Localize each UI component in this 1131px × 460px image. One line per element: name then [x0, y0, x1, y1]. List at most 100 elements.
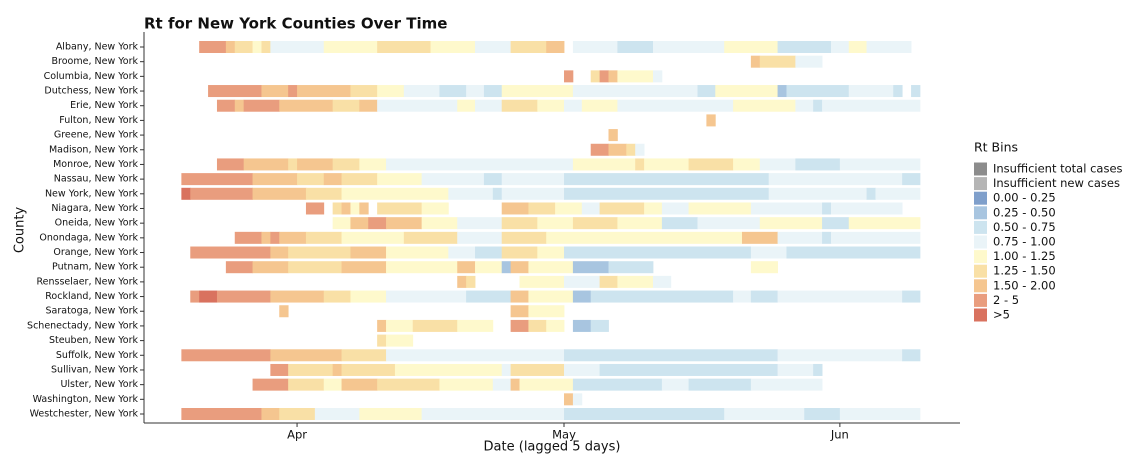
heat-cell — [830, 231, 921, 244]
heat-cell — [341, 202, 351, 215]
heat-cell — [626, 143, 636, 156]
heat-cell — [501, 202, 529, 215]
heat-cell — [777, 231, 823, 244]
heat-cell — [786, 246, 921, 259]
heat-cell — [768, 187, 867, 200]
heat-cell — [243, 158, 289, 171]
heat-cell — [599, 363, 778, 376]
heat-cell — [652, 275, 672, 288]
heat-cell — [839, 158, 921, 171]
heat-cell — [270, 246, 289, 259]
heat-cell — [181, 187, 191, 200]
heat-cell — [750, 202, 823, 215]
legend-label: 1.00 - 1.25 — [993, 249, 1056, 263]
heat-cell — [199, 290, 218, 303]
heat-cell — [279, 305, 289, 318]
heat-cell — [377, 378, 440, 391]
heat-cell — [644, 158, 689, 171]
heat-cell — [750, 261, 778, 274]
heat-cell — [279, 231, 307, 244]
heat-cell — [795, 99, 814, 112]
heat-cell — [617, 41, 654, 53]
heat-cell — [519, 378, 574, 391]
heat-cell — [225, 261, 253, 274]
heat-cell — [341, 261, 387, 274]
heat-cell — [822, 99, 921, 112]
heat-cell — [777, 363, 814, 376]
y-tick-label: Ulster, New York — [60, 379, 138, 390]
y-tick-label: Rockland, New York — [45, 291, 138, 302]
heat-cell — [581, 202, 601, 215]
heat-cell — [572, 41, 618, 53]
heat-cell — [839, 408, 921, 420]
heat-cell — [270, 231, 280, 244]
heat-cell — [368, 217, 387, 230]
heat-cell — [564, 393, 574, 406]
heat-cell — [350, 85, 378, 98]
heat-cell — [457, 99, 476, 112]
heat-cell — [599, 70, 609, 83]
heat-cell — [421, 173, 485, 186]
heat-cell — [528, 290, 574, 303]
heat-cell — [599, 275, 618, 288]
heat-cell — [394, 363, 503, 376]
heat-cell — [377, 202, 423, 215]
heat-cell — [492, 187, 503, 200]
heat-cell — [341, 173, 378, 186]
heat-cell — [421, 202, 449, 215]
heat-cell — [795, 55, 823, 68]
heat-cell — [190, 290, 200, 303]
y-tick-label: Onondaga, New York — [39, 232, 138, 243]
heat-cell — [546, 41, 565, 53]
heat-cell — [332, 202, 342, 215]
heat-cell — [617, 70, 654, 83]
heat-cell — [332, 363, 342, 376]
heat-cell — [314, 408, 360, 420]
heat-cell — [430, 41, 476, 53]
heat-cell — [270, 41, 325, 53]
heat-cell — [181, 349, 271, 362]
heat-cell — [546, 231, 743, 244]
legend-swatch — [974, 250, 987, 264]
y-tick-label: Putnam, New York — [52, 262, 138, 273]
heat-cell — [501, 231, 547, 244]
heat-cell — [501, 246, 538, 259]
heat-cell — [510, 261, 529, 274]
heat-cell — [350, 202, 360, 215]
heat-cell — [777, 349, 903, 362]
heat-cell — [297, 173, 325, 186]
heat-cell — [475, 41, 512, 53]
heat-cell — [822, 202, 832, 215]
heat-cell — [377, 334, 387, 347]
heat-cell — [528, 202, 556, 215]
heat-cell — [492, 378, 512, 391]
heat-cell — [421, 217, 458, 230]
heat-cell — [483, 173, 503, 186]
heat-cell — [457, 275, 467, 288]
heat-cell — [252, 187, 307, 200]
heat-cell — [341, 363, 396, 376]
y-tick-label: Dutchess, New York — [44, 86, 138, 97]
heat-cell — [830, 202, 903, 215]
y-tick-label: Saratoga, New York — [45, 306, 138, 317]
heat-cell — [635, 143, 645, 156]
legend-swatch — [974, 264, 987, 278]
heat-cell — [252, 378, 289, 391]
y-tick-label: Westchester, New York — [30, 409, 139, 420]
heat-cell — [697, 217, 761, 230]
heat-cell — [350, 217, 369, 230]
heat-cell — [457, 231, 503, 244]
y-tick-label: Orange, New York — [53, 247, 138, 258]
heat-cell — [323, 173, 342, 186]
heat-cell — [332, 158, 360, 171]
heat-cell — [181, 173, 253, 186]
heat-cell — [564, 99, 583, 112]
heat-cell — [439, 85, 467, 98]
heat-cell — [475, 261, 503, 274]
heat-cell — [475, 99, 503, 112]
legend-swatch — [974, 235, 987, 249]
heat-cell — [216, 158, 245, 171]
heat-cell — [377, 41, 431, 53]
heat-cell — [350, 246, 387, 259]
